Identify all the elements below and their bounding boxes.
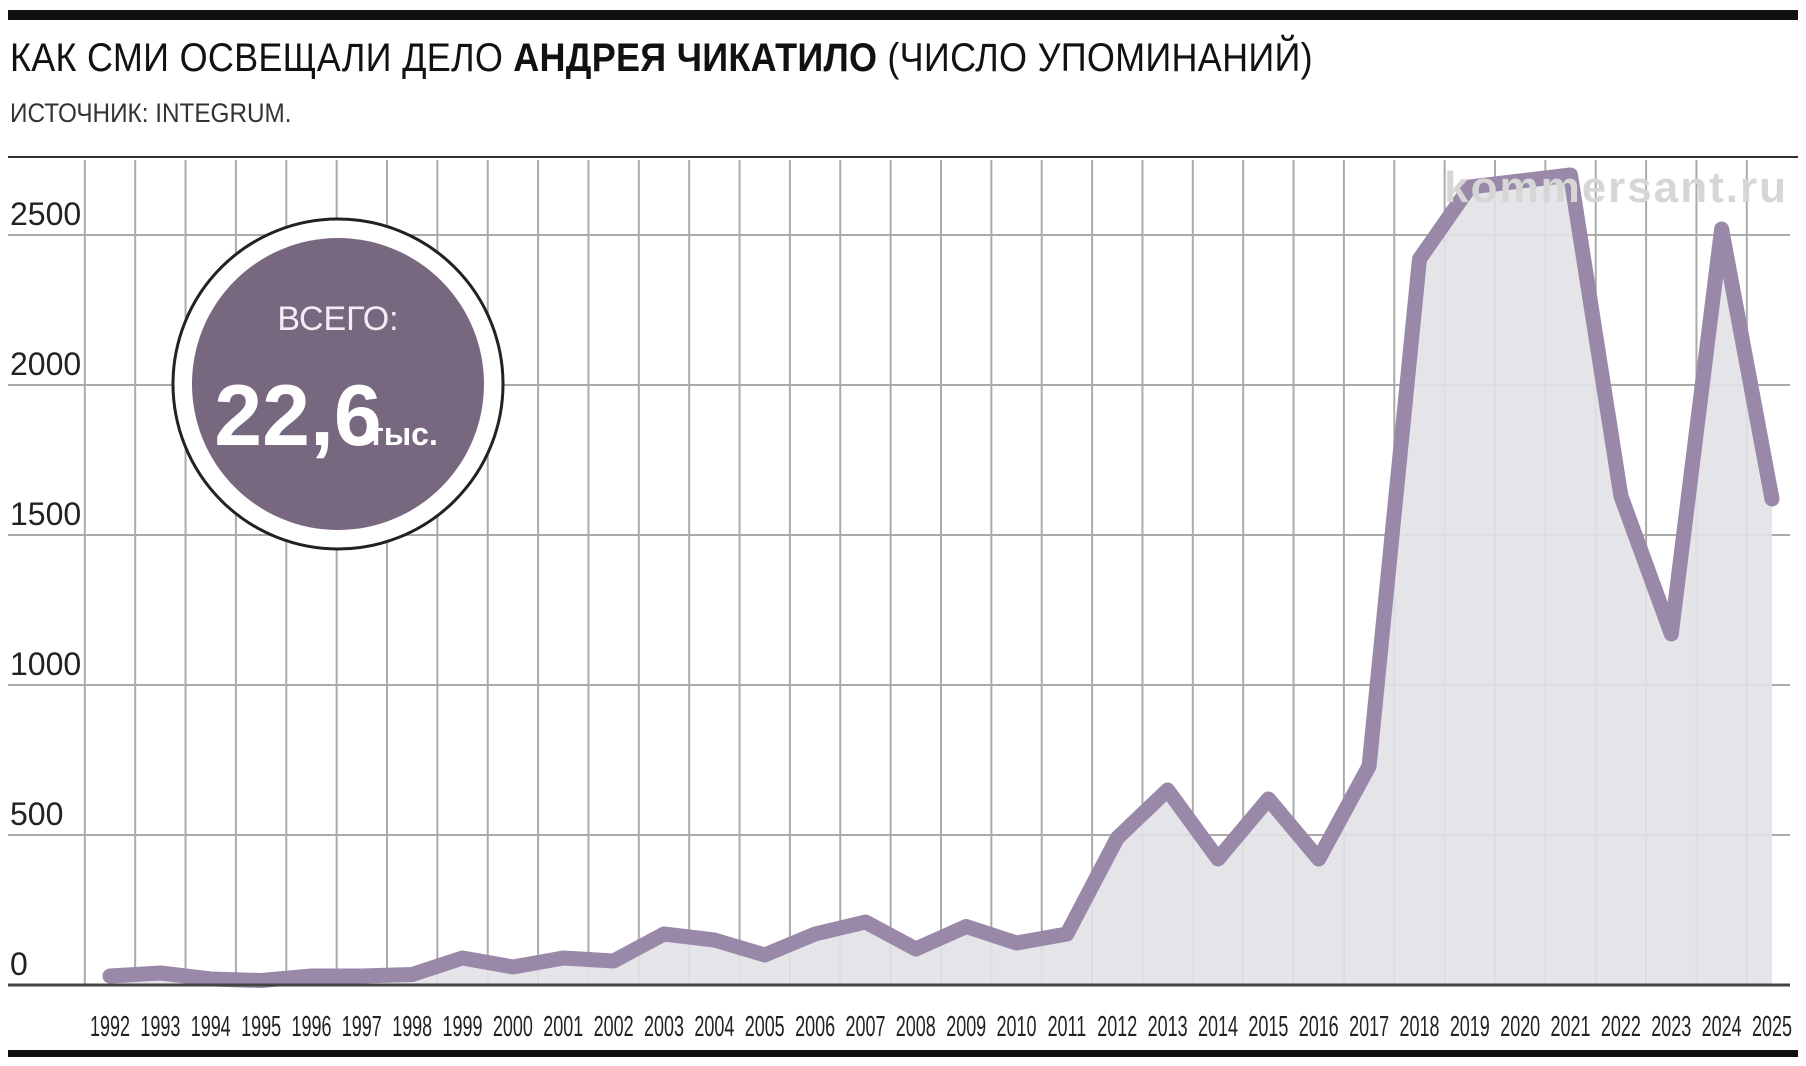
x-tick-label: 2020: [1500, 1011, 1540, 1043]
data-point-2019: [1466, 184, 1473, 190]
data-point-2009: [963, 923, 970, 930]
badge-unit: тыс.: [368, 416, 438, 452]
badge-disc: [192, 238, 484, 530]
data-point-2023: [1668, 631, 1675, 637]
x-tick-label: 2011: [1048, 1011, 1087, 1043]
x-tick-label: 2024: [1702, 1011, 1742, 1043]
data-point-2015: [1265, 796, 1272, 802]
x-tick-label: 1993: [140, 1011, 180, 1043]
y-tick-label: 1500: [10, 496, 81, 532]
header-divider: [8, 156, 1798, 158]
x-tick-label: 2025: [1752, 1011, 1792, 1043]
data-point-2001: [560, 955, 567, 961]
x-tick-label: 2021: [1551, 1011, 1591, 1043]
x-tick-label: 2010: [997, 1011, 1037, 1043]
data-point-2016: [1315, 856, 1322, 862]
data-point-2000: [509, 964, 516, 970]
data-point-2007: [862, 919, 869, 925]
x-tick-label: 2022: [1601, 1011, 1641, 1043]
x-tick-label: 1997: [342, 1011, 382, 1043]
data-point-2002: [610, 958, 617, 964]
title-suffix: (ЧИСЛО УПОМИНАНИЙ): [887, 36, 1313, 80]
data-point-2014: [1215, 856, 1221, 862]
x-tick-label: 2016: [1299, 1011, 1339, 1043]
title-prefix: КАК СМИ ОСВЕЩАЛИ ДЕЛО: [10, 36, 504, 80]
x-tick-label: 2013: [1148, 1011, 1188, 1043]
x-tick-label: 2018: [1400, 1011, 1440, 1043]
x-tick-label: 2001: [543, 1011, 583, 1043]
x-tick-label: 2000: [493, 1011, 533, 1043]
x-tick-label: 2008: [896, 1011, 936, 1043]
data-point-2020: [1517, 178, 1524, 184]
badge-label: ВСЕГО:: [277, 300, 398, 338]
x-tick-label: 2005: [745, 1011, 785, 1043]
x-tick-label: 2002: [594, 1011, 634, 1043]
y-tick-label: 2000: [10, 346, 81, 382]
x-tick-label: 1992: [90, 1011, 130, 1043]
data-point-1994: [207, 976, 214, 982]
x-tick-label: 2004: [694, 1011, 734, 1043]
title-bold: АНДРЕЯ ЧИКАТИЛО: [513, 36, 878, 80]
y-tick-label: 500: [10, 796, 63, 832]
data-point-1998: [409, 971, 416, 978]
total-badge: ВСЕГО: 22,6 тыс.: [171, 217, 505, 551]
x-tick-label: 1998: [392, 1011, 432, 1043]
data-point-2010: [1013, 940, 1020, 946]
x-tick-label: 2009: [946, 1011, 986, 1043]
x-tick-label: 2015: [1248, 1011, 1288, 1043]
data-point-2004: [711, 937, 718, 943]
y-tick-label: 0: [10, 946, 28, 982]
badge-value: 22,6: [214, 368, 381, 464]
data-point-2022: [1617, 493, 1624, 499]
data-point-2011: [1063, 931, 1070, 937]
x-tick-label: 1996: [292, 1011, 332, 1043]
x-tick-label: 1994: [191, 1011, 231, 1043]
x-tick-label: 1995: [241, 1011, 281, 1043]
data-point-1993: [157, 970, 164, 976]
data-point-2005: [761, 952, 768, 958]
x-tick-label: 1999: [443, 1011, 483, 1043]
data-point-2018: [1416, 256, 1423, 262]
y-axis-ticks: 0 500 1000 1500 2000 2500: [10, 196, 81, 982]
data-point-2025: [1769, 496, 1775, 502]
data-point-1999: [459, 955, 466, 961]
top-rule: [8, 10, 1798, 20]
x-tick-label: 2017: [1349, 1011, 1389, 1043]
data-point-2008: [912, 946, 919, 952]
y-tick-label: 1000: [10, 646, 81, 682]
x-tick-label: 2007: [846, 1011, 886, 1043]
source-note: ИСТОЧНИК: INTEGRUM.: [10, 98, 292, 128]
x-tick-label: 2019: [1450, 1011, 1490, 1043]
data-point-1996: [308, 973, 315, 979]
data-point-1997: [358, 973, 365, 979]
x-tick-label: 2012: [1097, 1011, 1137, 1043]
data-point-2013: [1164, 787, 1171, 793]
data-point-2021: [1567, 172, 1574, 178]
y-tick-label: 2500: [10, 196, 81, 232]
x-tick-label: 2014: [1198, 1011, 1238, 1043]
data-point-2003: [661, 931, 667, 937]
area-fill: [110, 175, 1772, 985]
chart-title: КАК СМИ ОСВЕЩАЛИ ДЕЛО АНДРЕЯ ЧИКАТИЛО (Ч…: [10, 36, 1313, 92]
data-point-2012: [1114, 835, 1121, 841]
x-tick-label: 2003: [644, 1011, 684, 1043]
bottom-rule: [8, 1050, 1798, 1057]
x-axis-ticks: 1992 1993 1994 1995 1996 1997 1998 1999 2000 2001…: [90, 1011, 1792, 1043]
data-point-2006: [812, 931, 819, 937]
x-tick-label: 2023: [1651, 1011, 1691, 1043]
data-point-1992: [107, 973, 113, 979]
series-line: [102, 167, 1780, 988]
x-tick-label: 2006: [795, 1011, 835, 1043]
data-points: [107, 172, 1775, 984]
data-point-2024: [1718, 226, 1725, 232]
data-point-2017: [1366, 763, 1373, 769]
data-point-1995: [258, 977, 265, 984]
watermark: kommersant.ru: [1444, 163, 1788, 212]
